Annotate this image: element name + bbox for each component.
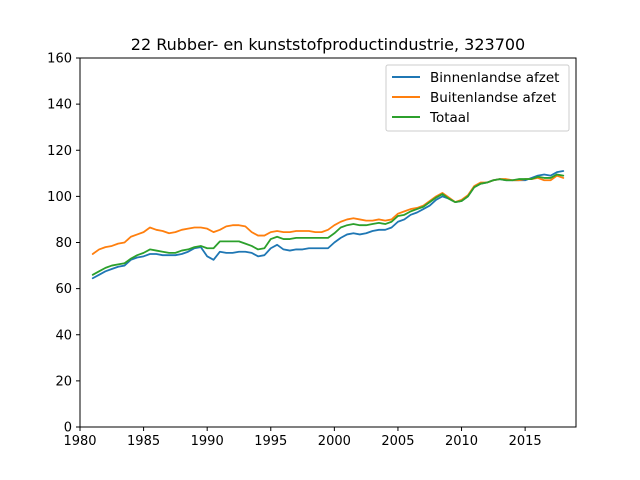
- chart-title: 22 Rubber- en kunststofproductindustrie,…: [131, 35, 525, 54]
- x-tick-label: 2010: [445, 434, 478, 449]
- y-axis: 0 20 40 60 80 100 120 140 160: [47, 52, 80, 436]
- series-line-totaal: [91, 173, 565, 276]
- x-tick-label: 1985: [127, 434, 160, 449]
- y-tick-label: 120: [47, 144, 72, 159]
- y-tick-label: 60: [55, 282, 72, 297]
- series-layer: [91, 170, 565, 280]
- x-tick-label: 1990: [191, 434, 224, 449]
- legend-box: [385, 64, 570, 132]
- y-tick-label: 100: [47, 190, 72, 205]
- y-tick-label: 20: [55, 374, 72, 389]
- legend: Binnenlandse afzet Buitenlandse afzet To…: [385, 64, 570, 132]
- x-tick-label: 2000: [318, 434, 351, 449]
- x-tick-label: 2005: [381, 434, 414, 449]
- legend-label-buitenlandse: Buitenlandse afzet: [430, 90, 556, 106]
- y-tick-label: 160: [47, 52, 72, 67]
- x-tick-label: 2015: [509, 434, 542, 449]
- x-tick-label: 1995: [254, 434, 287, 449]
- x-axis: 1980 1985 1990 1995 2000 2005 2010 2015: [63, 427, 542, 449]
- y-tick-label: 80: [55, 236, 72, 251]
- y-tick-label: 40: [55, 328, 72, 343]
- legend-label-totaal: Totaal: [429, 110, 470, 126]
- y-tick-label: 0: [64, 421, 72, 436]
- legend-label-binnenlandse: Binnenlandse afzet: [430, 70, 559, 86]
- x-tick-label: 1980: [63, 434, 96, 449]
- y-tick-label: 140: [47, 98, 72, 113]
